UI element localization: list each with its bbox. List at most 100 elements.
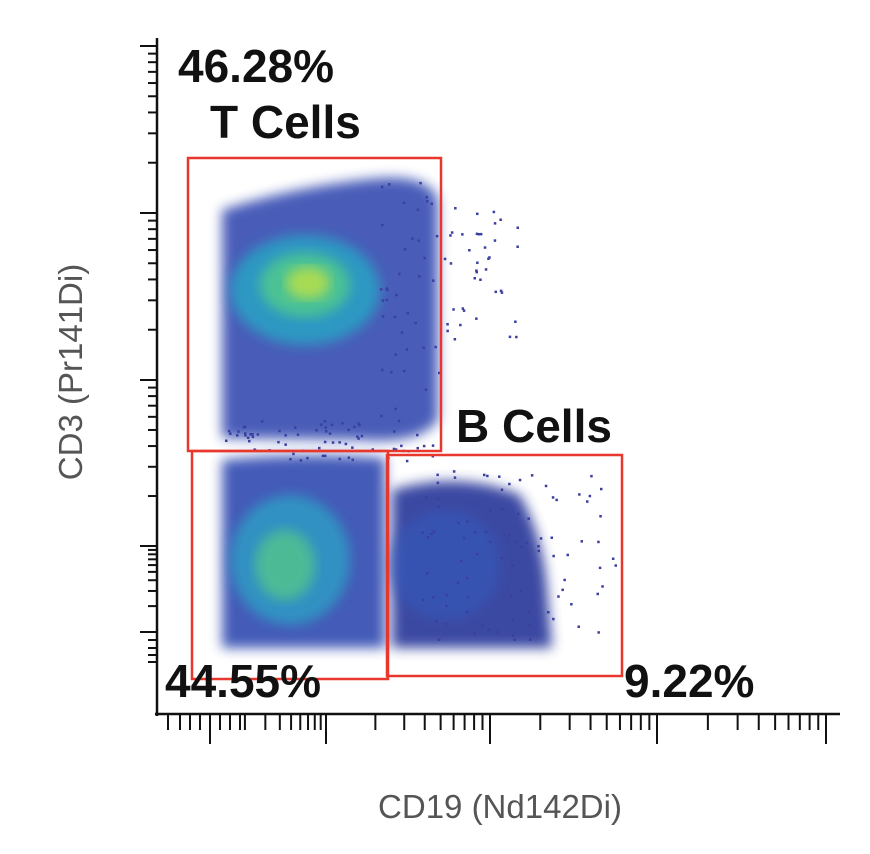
event-dot [501,507,504,511]
event-dot [518,478,522,482]
event-dot [227,429,231,433]
event-dot [244,434,247,437]
event-dot [306,456,309,460]
event-dot [475,317,478,320]
event-dot [500,291,504,294]
event-dot [385,287,388,290]
event-dot [596,592,599,596]
event-dot [552,554,555,558]
event-dot [520,545,523,548]
event-dot [278,429,281,433]
event-dot [452,470,456,473]
event-dot [550,536,553,539]
event-dot [453,338,457,341]
event-dot [466,520,469,523]
axes [155,38,840,716]
event-dot [425,196,428,199]
event-dot [516,245,519,248]
event-dot [483,246,487,249]
event-dot [493,222,497,225]
event-dot [527,517,530,520]
event-dot [371,448,374,451]
event-dot [225,439,228,442]
event-dot [381,315,385,318]
event-dot [516,226,519,229]
event-dot [251,435,255,439]
event-dot [421,598,425,602]
event-dot [557,595,560,598]
event-dot [510,595,513,599]
event-dot [395,293,398,297]
event-dot [381,299,385,302]
y-axis-label: CD3 (Pr141Di) [52,264,89,480]
event-dot [418,275,421,278]
event-dot [434,345,437,349]
event-dot [435,619,438,623]
event-dot [394,353,397,356]
event-dot [461,307,465,310]
event-dot [430,532,433,536]
event-dot [599,515,602,518]
event-dot [499,218,502,221]
event-dot [479,278,482,281]
event-dot [357,437,360,440]
event-dot [588,494,592,498]
event-dot [406,311,410,315]
event-dot [397,419,401,423]
event-dot [457,521,460,525]
event-dot [229,432,232,435]
event-dot [315,429,318,432]
event-dot [507,534,511,537]
event-dot [449,234,452,237]
event-dot [598,566,602,570]
event-dot [325,430,328,433]
event-dot [515,335,518,339]
event-dot [555,498,558,502]
gate-name-t-cells: T Cells [210,96,361,148]
event-dot [411,237,414,240]
event-dot [500,556,503,560]
outlier-events [225,181,617,641]
event-dot [446,323,449,326]
event-dot [338,441,341,444]
event-dot [416,433,419,437]
b-cell-population [390,481,552,648]
event-dot [473,277,476,280]
event-dot [432,530,436,533]
event-dot [486,474,489,478]
event-dot [508,482,511,486]
event-dot [492,210,496,214]
event-dot [421,531,424,534]
event-dot [466,611,469,614]
event-dot [432,596,435,599]
event-dot [473,531,477,534]
event-dot [392,447,396,451]
event-dot [417,239,420,242]
event-dot [294,426,297,429]
event-dot [449,262,453,265]
gate-b-cells[interactable] [385,453,624,678]
event-dot [461,233,464,236]
gate-percent-t-cells: 46.28% [178,40,334,92]
event-dot [388,183,391,186]
event-dot [551,496,555,499]
event-dot [460,559,463,563]
event-dot [380,414,383,418]
event-dot [539,537,543,540]
event-dot [284,434,287,437]
event-dot [321,454,325,458]
event-dot [511,564,514,567]
event-dot [344,442,348,446]
event-dot [328,432,332,435]
event-dot [498,475,501,478]
event-dot [299,459,303,462]
event-dot [405,348,409,351]
event-dot [386,288,389,292]
event-dot [597,631,600,634]
event-dot [487,257,490,260]
event-dot [424,496,428,499]
event-dot [390,371,393,374]
event-dot [436,481,440,485]
event-dot [242,425,246,429]
event-dot [249,433,252,436]
